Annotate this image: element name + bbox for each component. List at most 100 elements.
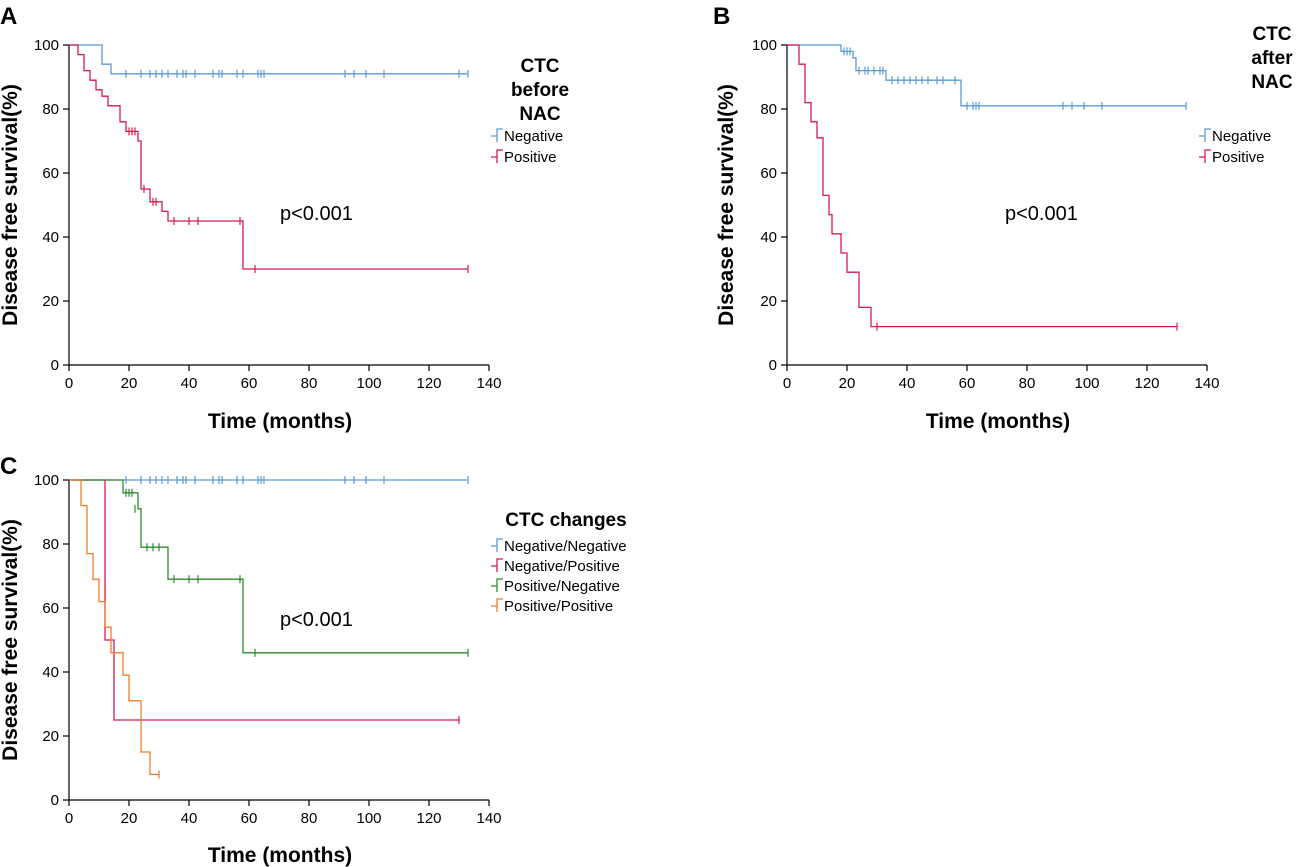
y-tick-label: 0 <box>51 792 59 809</box>
y-tick-label: 60 <box>42 165 59 182</box>
survival-curve-negative-positive <box>69 479 459 721</box>
panel-c-y-ticks: 0 20 40 60 80 100 <box>34 472 69 809</box>
panel-c-letter: C <box>0 453 17 480</box>
panel-b-legend-title-line1: CTC <box>1252 24 1291 45</box>
x-tick-label: 80 <box>1019 375 1036 392</box>
panel-a-x-title: Time (months) <box>208 410 352 433</box>
panel-c-legend: CTC changes Negative/Negative Negative/Po… <box>491 510 627 615</box>
y-tick-label: 40 <box>42 664 59 681</box>
panel-c-y-title: Disease free survival(%) <box>0 519 22 761</box>
x-tick-label: 60 <box>959 375 976 392</box>
legend-label: Negative/Positive <box>504 558 620 575</box>
x-tick-label: 140 <box>1194 375 1219 392</box>
y-tick-label: 80 <box>42 101 59 118</box>
panel-b-legend: CTC after NAC Negative Positive <box>1199 24 1293 166</box>
panel-c-x-ticks: 0 20 40 60 80 100 120 140 <box>65 800 502 827</box>
x-tick-label: 100 <box>356 810 381 827</box>
panel-c: C 0 20 40 60 80 100 0 20 40 60 80 100 120 140 Time (… <box>0 453 627 867</box>
legend-swatch <box>491 558 503 572</box>
legend-label: Positive/Negative <box>504 578 620 595</box>
legend-label: Positive <box>504 149 557 166</box>
x-tick-label: 0 <box>783 375 791 392</box>
panel-c-legend-title: CTC changes <box>505 510 626 531</box>
legend-label: Negative/Negative <box>504 538 627 555</box>
panel-c-x-title: Time (months) <box>208 844 352 867</box>
x-tick-label: 20 <box>839 375 856 392</box>
panel-b-y-ticks: 0 20 40 60 80 100 <box>752 37 787 374</box>
legend-swatch <box>1199 149 1211 163</box>
panel-b-legend-title-line3: NAC <box>1251 72 1292 93</box>
panel-a-legend-title-line1: CTC <box>520 56 559 77</box>
survival-curve-positive-positive <box>69 479 159 776</box>
x-tick-label: 20 <box>121 810 138 827</box>
x-tick-label: 40 <box>899 375 916 392</box>
panel-a-legend-title-line2: before <box>511 80 569 101</box>
panel-a-x-ticks: 0 20 40 60 80 100 120 140 <box>65 365 502 392</box>
y-tick-label: 0 <box>769 357 777 374</box>
x-tick-label: 140 <box>476 375 501 392</box>
panel-a-legend-items: Negative Positive <box>491 128 563 166</box>
panel-b-x-title: Time (months) <box>926 410 1070 433</box>
legend-label: Positive/Positive <box>504 598 613 615</box>
y-tick-label: 40 <box>760 229 777 246</box>
legend-swatch <box>491 578 503 592</box>
survival-curve-negative <box>787 44 1186 107</box>
panel-b-curves <box>787 44 1187 331</box>
panel-b-p-value: p<0.001 <box>1005 203 1078 225</box>
legend-swatch <box>491 598 503 612</box>
y-tick-label: 100 <box>34 37 59 54</box>
x-tick-label: 100 <box>1074 375 1099 392</box>
survival-curve-positive-negative <box>69 479 468 654</box>
y-tick-label: 80 <box>42 536 59 553</box>
x-tick-label: 120 <box>416 810 441 827</box>
panel-a-y-ticks: 0 20 40 60 80 100 <box>34 37 69 374</box>
x-tick-label: 120 <box>1134 375 1159 392</box>
y-tick-label: 20 <box>42 293 59 310</box>
y-tick-label: 60 <box>42 600 59 617</box>
x-tick-label: 0 <box>65 810 73 827</box>
y-tick-label: 80 <box>760 101 777 118</box>
panel-a-legend: CTC before NAC Negative Positive <box>491 56 569 166</box>
panel-b-legend-title-line2: after <box>1251 48 1293 69</box>
y-tick-label: 20 <box>42 728 59 745</box>
legend-swatch <box>491 538 503 552</box>
survival-curve-negative <box>69 44 468 75</box>
y-tick-label: 40 <box>42 229 59 246</box>
y-tick-label: 100 <box>34 472 59 489</box>
x-tick-label: 60 <box>241 810 258 827</box>
survival-curve-positive <box>787 44 1177 328</box>
x-tick-label: 120 <box>416 375 441 392</box>
x-tick-label: 0 <box>65 375 73 392</box>
legend-label: Positive <box>1212 149 1265 166</box>
x-tick-label: 80 <box>301 375 318 392</box>
panel-c-legend-items: Negative/Negative Negative/Positive Positi… <box>491 538 627 615</box>
panel-a-letter: A <box>0 3 17 30</box>
x-tick-label: 140 <box>476 810 501 827</box>
x-tick-label: 100 <box>356 375 381 392</box>
panel-b-legend-items: Negative Positive <box>1199 128 1271 166</box>
y-tick-label: 0 <box>51 357 59 374</box>
legend-label: Negative <box>504 128 563 145</box>
x-tick-label: 40 <box>181 375 198 392</box>
survival-curve-positive <box>69 44 468 270</box>
panel-c-p-value: p<0.001 <box>280 609 353 631</box>
panel-c-curves <box>69 476 469 779</box>
y-tick-label: 60 <box>760 165 777 182</box>
panel-b-letter: B <box>713 3 730 30</box>
panel-b-y-title: Disease free survival(%) <box>715 84 738 326</box>
x-tick-label: 60 <box>241 375 258 392</box>
legend-label: Negative <box>1212 128 1271 145</box>
panel-b-x-ticks: 0 20 40 60 80 100 120 140 <box>783 365 1220 392</box>
panel-a: A 0 20 40 60 80 100 0 20 40 60 80 100 120 140 Time (… <box>0 3 569 433</box>
x-tick-label: 20 <box>121 375 138 392</box>
panel-a-curves <box>69 44 469 273</box>
panel-b: B 0 20 40 60 80 100 0 20 40 60 80 100 120 140 Time (… <box>713 3 1293 433</box>
y-tick-label: 100 <box>752 37 777 54</box>
panel-a-y-title: Disease free survival(%) <box>0 84 22 326</box>
panel-a-legend-title-line3: NAC <box>519 104 560 125</box>
panel-a-p-value: p<0.001 <box>280 203 353 225</box>
y-tick-label: 20 <box>760 293 777 310</box>
x-tick-label: 40 <box>181 810 198 827</box>
legend-swatch <box>491 149 503 163</box>
